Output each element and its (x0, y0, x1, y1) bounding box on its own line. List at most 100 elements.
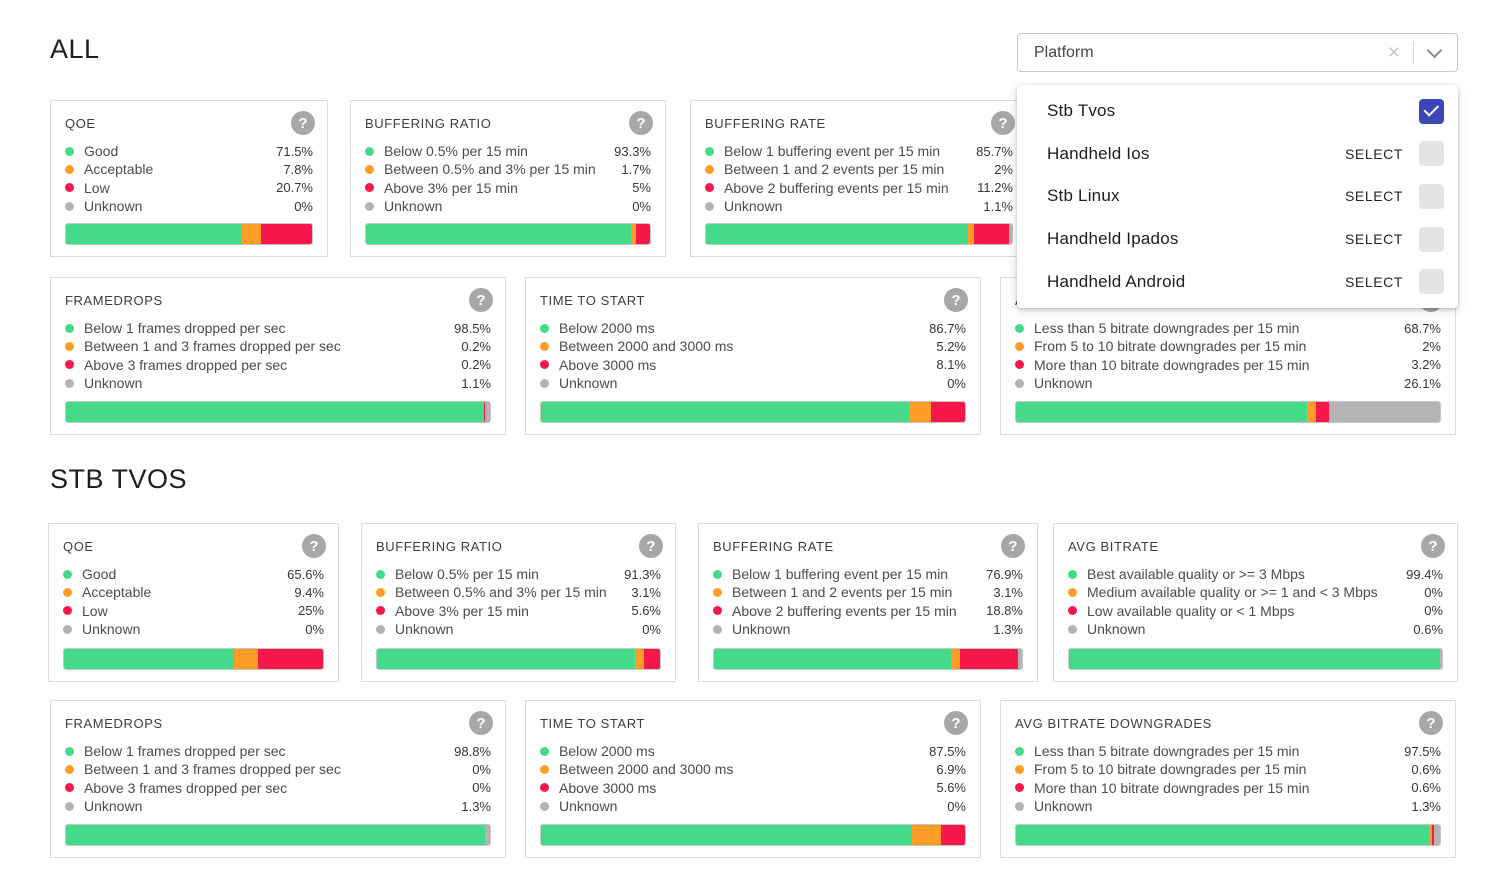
legend-color-dot (1015, 360, 1024, 370)
legend-color-dot (1068, 587, 1077, 597)
legend-color-dot (705, 201, 714, 211)
legend-item: Unknown 1.3% (65, 797, 491, 815)
legend-item: Above 2 buffering events per 15 min 18.8% (713, 602, 1023, 620)
legend-value: 0.6% (1413, 621, 1443, 637)
cards-row-stb-1: QOE ? Good 65.6% Acceptable 9.4% Low 25% Unkno… (48, 523, 1458, 682)
legend-item: Between 1 and 3 frames dropped per sec 0.… (65, 337, 491, 355)
legend-color-dot (63, 587, 72, 597)
legend-color-dot (540, 783, 549, 793)
help-icon[interactable]: ? (469, 711, 493, 735)
legend-item: Below 1 frames dropped per sec 98.8% (65, 742, 491, 760)
legend-value: 71.5% (276, 143, 313, 159)
bar-segment-gray (485, 402, 490, 422)
platform-filter-select[interactable]: Platform × (1017, 33, 1458, 72)
chevron-down-icon[interactable] (1426, 42, 1443, 59)
legend-item: Less than 5 bitrate downgrades per 15 mi… (1015, 742, 1441, 760)
legend-item: Below 1 buffering event per 15 min 85.7% (705, 142, 1013, 160)
legend-color-dot (540, 746, 549, 756)
legend-value: 97.5% (1404, 743, 1441, 759)
legend-value: 1.1% (461, 375, 491, 391)
legend-color-dot (1015, 378, 1024, 388)
metric-card: QOE ? Good 71.5% Acceptable 7.8% Low 20.7% Unk… (50, 100, 328, 257)
legend-item: More than 10 bitrate downgrades per 15 m… (1015, 356, 1441, 374)
option-checkbox[interactable] (1419, 183, 1444, 209)
dropdown-option[interactable]: Stb Linux SELECT (1017, 175, 1458, 218)
option-checkbox-checked[interactable] (1419, 98, 1444, 124)
select-divider (1413, 41, 1414, 64)
option-select-action[interactable]: SELECT (1344, 145, 1403, 162)
legend: Less than 5 bitrate downgrades per 15 mi… (1001, 735, 1455, 815)
legend-value: 11.2% (977, 180, 1013, 196)
legend-label: Less than 5 bitrate downgrades per 15 mi… (1034, 320, 1300, 337)
help-icon[interactable]: ? (291, 111, 315, 135)
help-icon[interactable]: ? (469, 288, 493, 312)
legend-color-dot (540, 378, 549, 388)
legend-color-dot (540, 801, 549, 811)
legend-label: Above 2 buffering events per 15 min (724, 179, 949, 196)
help-icon[interactable]: ? (629, 111, 653, 135)
bar-segment-red (941, 825, 965, 845)
option-checkbox[interactable] (1419, 226, 1444, 252)
option-checkbox[interactable] (1419, 141, 1444, 167)
help-icon[interactable]: ? (639, 534, 663, 558)
help-icon[interactable]: ? (1421, 534, 1445, 558)
legend-color-dot (1068, 606, 1077, 616)
option-select-action[interactable]: SELECT (1344, 188, 1403, 205)
legend-value: 98.8% (454, 743, 491, 759)
legend-item: Between 2000 and 3000 ms 6.9% (540, 760, 966, 778)
help-icon[interactable]: ? (302, 534, 326, 558)
card-title: TIME TO START (540, 293, 646, 308)
legend-value: 0% (1424, 584, 1443, 600)
option-select-action[interactable]: SELECT (1344, 231, 1403, 248)
legend-item: Unknown 0% (376, 620, 661, 638)
legend: Below 1 buffering event per 15 min 85.7% B… (691, 135, 1027, 215)
legend-value: 8.1% (936, 357, 966, 373)
bar-segment-orange (630, 224, 636, 244)
card-head: QOE ? (51, 101, 327, 135)
legend-color-dot (65, 183, 74, 193)
metric-card: BUFFERING RATIO ? Below 0.5% per 15 min 9… (361, 523, 676, 682)
legend-color-dot (713, 569, 722, 579)
legend-value: 93.3% (614, 143, 651, 159)
legend-item: Medium available quality or >= 1 and < 3… (1068, 583, 1443, 601)
clear-icon[interactable]: × (1387, 41, 1400, 64)
legend-item: Unknown 0% (365, 197, 651, 215)
legend-item: Between 2000 and 3000 ms 5.2% (540, 337, 966, 355)
metric-card: BUFFERING RATE ? Below 1 buffering event… (698, 523, 1038, 682)
legend-color-dot (713, 587, 722, 597)
dropdown-option[interactable]: Stb Tvos (1017, 90, 1458, 133)
help-icon[interactable]: ? (944, 711, 968, 735)
dropdown-option[interactable]: Handheld Ipados SELECT (1017, 218, 1458, 261)
bar-segment-gray (1008, 224, 1012, 244)
legend: Below 1 frames dropped per sec 98.5% Betwe… (51, 312, 505, 392)
select-controls: × (1375, 34, 1457, 71)
card-head: FRAMEDROPS ? (51, 701, 505, 735)
option-select-action[interactable]: SELECT (1344, 273, 1403, 290)
bar-segment-green (64, 649, 234, 669)
legend-value: 20.7% (276, 180, 313, 196)
bar-segment-gray (1434, 825, 1440, 845)
legend-label: Best available quality or >= 3 Mbps (1087, 566, 1305, 583)
legend-color-dot (1015, 323, 1024, 333)
legend-item: Low available quality or < 1 Mbps 0% (1068, 602, 1443, 620)
card-head: BUFFERING RATIO ? (362, 524, 675, 558)
legend-item: Below 1 buffering event per 15 min 76.9% (713, 565, 1023, 583)
card-title: AVG BITRATE (1068, 539, 1159, 554)
dropdown-option[interactable]: Handheld Ios SELECT (1017, 133, 1458, 176)
help-icon[interactable]: ? (1001, 534, 1025, 558)
legend-color-dot (376, 606, 385, 616)
option-checkbox[interactable] (1419, 269, 1444, 295)
distribution-bar (365, 223, 651, 245)
dropdown-option[interactable]: Handheld Android SELECT (1017, 260, 1458, 303)
legend-value: 3.1% (993, 584, 1023, 600)
legend-item: Above 3000 ms 5.6% (540, 779, 966, 797)
bar-segment-red (644, 649, 660, 669)
legend-value: 1.3% (1411, 798, 1441, 814)
legend-value: 0% (632, 198, 651, 214)
legend-color-dot (1015, 746, 1024, 756)
help-icon[interactable]: ? (1419, 711, 1443, 735)
legend-label: Above 3 frames dropped per sec (84, 779, 288, 796)
help-icon[interactable]: ? (944, 288, 968, 312)
help-icon[interactable]: ? (991, 111, 1015, 135)
legend-label: More than 10 bitrate downgrades per 15 m… (1034, 356, 1310, 373)
